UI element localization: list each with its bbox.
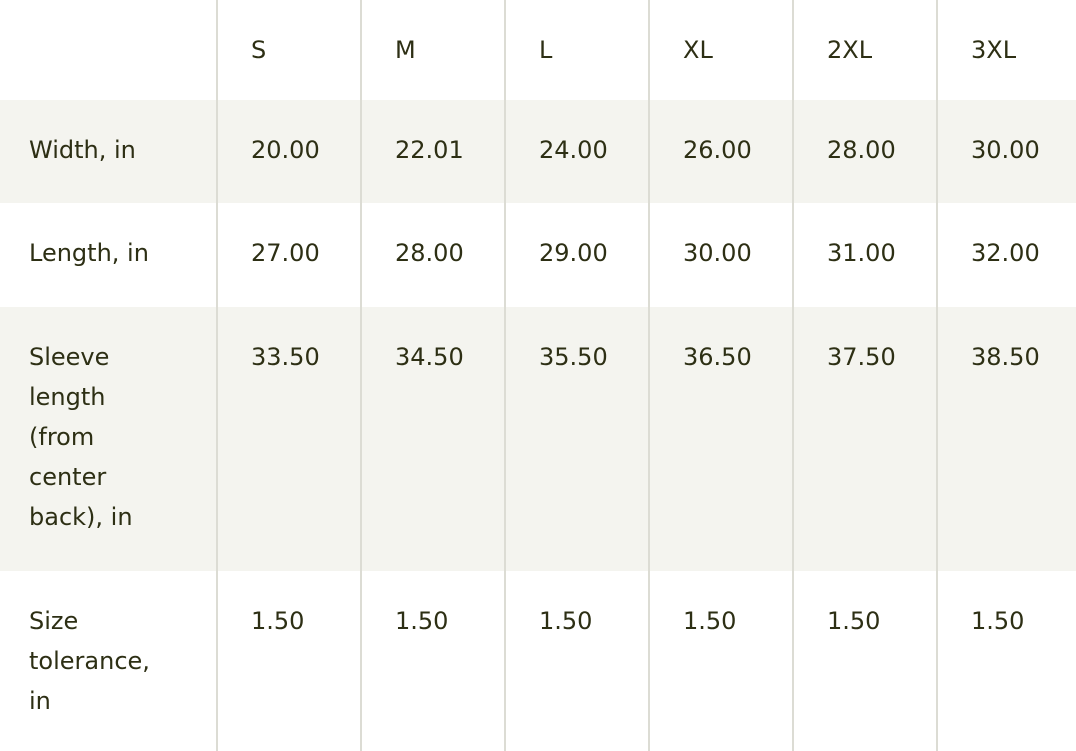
value-cell: 1.50 <box>936 571 1076 751</box>
value-cell: 1.50 <box>648 571 793 751</box>
value-cell: 27.00 <box>216 203 361 307</box>
value-cell: 31.00 <box>792 203 937 307</box>
row-label: Width, in <box>29 136 136 164</box>
value-cell: 30.00 <box>936 100 1076 203</box>
value-cell: 1.50 <box>360 571 505 751</box>
value-cell: 1.50 <box>504 571 649 751</box>
row-label: Size tolerance, in <box>29 607 150 715</box>
value-cell: 35.50 <box>504 307 649 571</box>
table-row: Sleeve length (from center back), in 33.5… <box>0 307 1076 571</box>
value-cell: 37.50 <box>792 307 937 571</box>
table-row: Length, in 27.00 28.00 29.00 30.00 31.00 32.00 <box>0 203 1076 307</box>
table-row: Size tolerance, in 1.50 1.50 1.50 1.50 1.50 1.… <box>0 571 1076 751</box>
value-cell: 34.50 <box>360 307 505 571</box>
value-cell: 24.00 <box>504 100 649 203</box>
value-cell: 1.50 <box>792 571 937 751</box>
header-row: S M L XL 2XL 3XL <box>0 0 1076 100</box>
header-cell: XL <box>648 0 793 100</box>
header-cell: S <box>216 0 361 100</box>
value-cell: 38.50 <box>936 307 1076 571</box>
row-label: Length, in <box>29 239 149 267</box>
value-cell: 29.00 <box>504 203 649 307</box>
header-cell: M <box>360 0 505 100</box>
value-cell: 36.50 <box>648 307 793 571</box>
value-cell: 22.01 <box>360 100 505 203</box>
value-cell: 28.00 <box>792 100 937 203</box>
header-cell: 3XL <box>936 0 1076 100</box>
value-cell: 1.50 <box>216 571 361 751</box>
value-cell: 28.00 <box>360 203 505 307</box>
value-cell: 30.00 <box>648 203 793 307</box>
header-cell: L <box>504 0 649 100</box>
header-cell <box>0 0 217 100</box>
value-cell: 32.00 <box>936 203 1076 307</box>
value-cell: 33.50 <box>216 307 361 571</box>
value-cell: 26.00 <box>648 100 793 203</box>
row-label: Sleeve length (from center back), in <box>29 343 133 531</box>
table-row: Width, in 20.00 22.01 24.00 26.00 28.00 30.00 <box>0 100 1076 203</box>
header-cell: 2XL <box>792 0 937 100</box>
value-cell: 20.00 <box>216 100 361 203</box>
